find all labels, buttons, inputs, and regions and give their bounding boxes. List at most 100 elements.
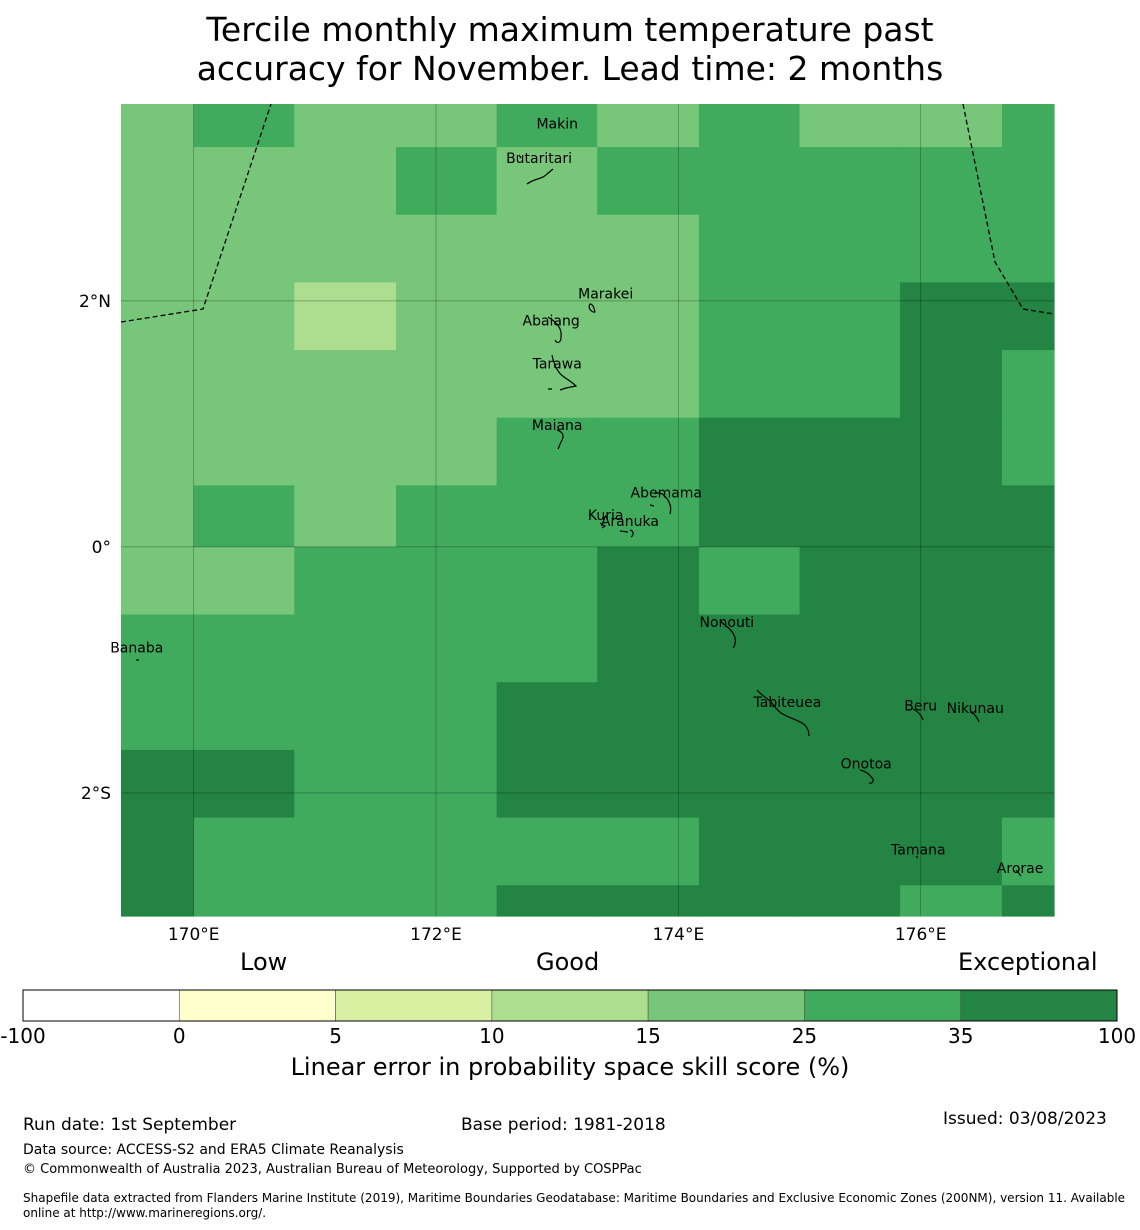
skill-cell bbox=[294, 417, 397, 486]
skill-cell bbox=[698, 614, 801, 683]
base-period: Base period: 1981-2018 bbox=[461, 1115, 666, 1135]
skill-cell bbox=[799, 417, 901, 486]
skill-cell bbox=[900, 817, 1003, 886]
island-label: Nonouti bbox=[699, 615, 754, 631]
colorbar-tick-label: 5 bbox=[329, 1024, 342, 1048]
skill-cell bbox=[294, 214, 397, 283]
skill-cell bbox=[121, 682, 195, 751]
skill-cell bbox=[597, 282, 700, 351]
title-line-2: accuracy for November. Lead time: 2 mont… bbox=[196, 49, 944, 88]
legend-word-low: Low bbox=[240, 948, 288, 976]
colorbar-bin bbox=[178, 989, 336, 1022]
title-line-1: Tercile monthly maximum temperature past bbox=[206, 10, 934, 49]
skill-cell bbox=[193, 214, 295, 283]
island-label: Marakei bbox=[578, 286, 633, 302]
tamana-coast bbox=[915, 855, 919, 859]
nikunau-coast bbox=[969, 711, 980, 723]
skill-cell bbox=[496, 147, 598, 216]
skill-cell bbox=[1001, 282, 1055, 351]
skill-cell bbox=[396, 817, 498, 886]
skill-cell bbox=[799, 817, 901, 886]
data-source: Data source: ACCESS-S2 and ERA5 Climate … bbox=[23, 1142, 404, 1158]
colorbar-tick-label: 0 bbox=[172, 1024, 186, 1048]
skill-cell bbox=[193, 682, 295, 751]
lat-tick-label: 2°S bbox=[81, 784, 111, 804]
skill-cell bbox=[121, 749, 195, 819]
skill-cell bbox=[1001, 817, 1055, 886]
skill-cell bbox=[799, 104, 901, 148]
skill-cell bbox=[396, 485, 498, 548]
tabiteuea-coast bbox=[756, 689, 810, 737]
skill-cell bbox=[193, 485, 295, 548]
lon-tick-label: 172°E bbox=[410, 925, 462, 945]
skill-cell bbox=[294, 104, 397, 148]
skill-cell bbox=[900, 885, 1003, 917]
skill-cell bbox=[597, 546, 700, 616]
skill-cell bbox=[121, 104, 195, 148]
skill-cell bbox=[799, 282, 901, 351]
colorbar-bin bbox=[335, 989, 493, 1022]
skill-cell bbox=[121, 614, 195, 683]
skill-cell bbox=[396, 614, 498, 683]
skill-cell bbox=[698, 817, 801, 886]
island-label: Kuria bbox=[588, 508, 624, 524]
lat-tick-label: 2°N bbox=[79, 292, 111, 312]
arorae-coast bbox=[1015, 869, 1022, 877]
skill-cell bbox=[1001, 350, 1055, 419]
colorbar-outline bbox=[22, 989, 1118, 1022]
skill-cell bbox=[294, 350, 397, 419]
skill-cell bbox=[121, 214, 195, 283]
skill-cell bbox=[1001, 417, 1055, 486]
skill-cell bbox=[496, 485, 598, 548]
skill-cell bbox=[698, 282, 801, 351]
skill-cell bbox=[597, 614, 700, 683]
skill-cell bbox=[597, 104, 700, 148]
skill-cell bbox=[294, 682, 397, 751]
colorbar-tick-label: 100 bbox=[1097, 1024, 1137, 1048]
skill-cell bbox=[294, 546, 397, 616]
colorbar-bin bbox=[491, 989, 649, 1022]
skill-cell bbox=[698, 885, 801, 917]
skill-cell bbox=[597, 817, 700, 886]
skill-cell bbox=[698, 485, 801, 548]
skill-cell bbox=[900, 214, 1003, 283]
skill-cell bbox=[597, 885, 700, 917]
skill-cell bbox=[396, 350, 498, 419]
skill-cell bbox=[698, 546, 801, 616]
skill-cell bbox=[1001, 682, 1055, 751]
abemama-coast bbox=[649, 492, 672, 515]
colorbar-bin bbox=[22, 989, 180, 1022]
skill-cell bbox=[597, 749, 700, 819]
skill-cell bbox=[496, 682, 598, 751]
skill-cell bbox=[396, 546, 498, 616]
skill-cell bbox=[698, 749, 801, 819]
skill-cell bbox=[597, 682, 700, 751]
copyright: © Commonwealth of Australia 2023, Austra… bbox=[23, 1162, 642, 1177]
skill-cell bbox=[597, 485, 700, 548]
colorbar-bin bbox=[960, 989, 1118, 1022]
skill-cell bbox=[193, 546, 295, 616]
colorbar-tick-label: 10 bbox=[479, 1024, 505, 1048]
skill-cell bbox=[121, 282, 195, 351]
lon-tick-label: 174°E bbox=[653, 925, 705, 945]
skill-cell bbox=[900, 749, 1003, 819]
colorbar-tick-label: -100 bbox=[0, 1024, 46, 1048]
legend-word-good: Good bbox=[536, 948, 600, 976]
skill-cell bbox=[698, 682, 801, 751]
island-label: Abaiang bbox=[523, 313, 580, 329]
skill-cell bbox=[121, 485, 195, 548]
abaiang-coast bbox=[547, 316, 562, 343]
skill-cell bbox=[597, 350, 700, 419]
colorbar-bin bbox=[647, 989, 805, 1022]
skill-cell bbox=[799, 485, 901, 548]
skill-cell bbox=[396, 749, 498, 819]
skill-cell bbox=[294, 885, 397, 917]
skill-cell bbox=[121, 546, 195, 616]
skill-cell bbox=[396, 282, 498, 351]
skill-cell bbox=[1001, 749, 1055, 819]
skill-cell bbox=[900, 147, 1003, 216]
island-label: Maiana bbox=[532, 418, 583, 434]
island-label: Butaritari bbox=[506, 151, 572, 167]
kuria-coast bbox=[599, 522, 629, 533]
onotoa-coast bbox=[859, 769, 874, 784]
